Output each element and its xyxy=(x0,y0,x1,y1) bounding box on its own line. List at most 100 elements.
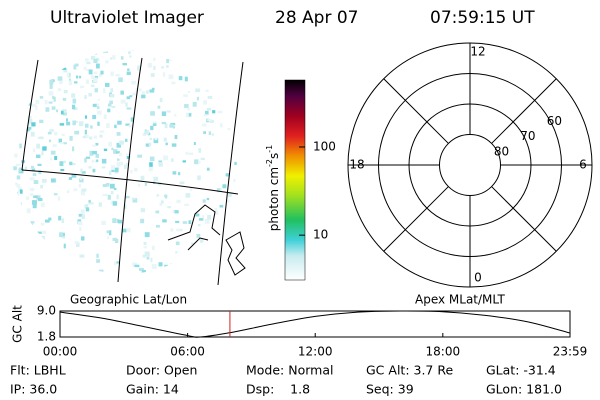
speckle xyxy=(174,210,179,214)
speckle xyxy=(60,168,65,172)
speckle xyxy=(188,272,192,274)
speckle xyxy=(234,161,237,165)
speckle xyxy=(51,106,56,110)
speckle xyxy=(65,118,69,122)
mlt-spoke xyxy=(491,78,557,144)
speckle xyxy=(61,133,65,136)
speckle xyxy=(101,220,106,226)
speckle xyxy=(126,153,131,158)
speckle xyxy=(203,114,208,117)
speckle xyxy=(126,156,130,159)
date: 28 Apr 07 xyxy=(275,8,358,28)
speckle xyxy=(29,193,34,197)
speckle xyxy=(151,264,157,269)
speckle xyxy=(162,219,167,223)
speckle xyxy=(143,246,147,249)
speckle xyxy=(107,236,110,239)
speckle xyxy=(146,256,150,260)
label-part: photon cm xyxy=(267,167,281,231)
speckle xyxy=(58,81,63,85)
speckle xyxy=(113,149,118,154)
speckle xyxy=(89,150,94,156)
speckle xyxy=(128,125,132,128)
speckle xyxy=(62,236,66,239)
speckle xyxy=(207,118,212,122)
speckle xyxy=(202,123,207,127)
speckle xyxy=(228,79,234,82)
speckle xyxy=(157,105,161,109)
speckle xyxy=(171,143,177,147)
speckle xyxy=(141,269,146,274)
speckle xyxy=(231,50,236,53)
speckle xyxy=(69,135,73,141)
speckle xyxy=(127,51,131,55)
speckle xyxy=(220,228,226,231)
speckle xyxy=(113,187,117,191)
speckle xyxy=(63,160,66,164)
speckle xyxy=(103,148,108,152)
colorbar-tick-label: 100 xyxy=(313,139,336,153)
speckle xyxy=(39,119,44,124)
speckle xyxy=(226,246,229,250)
speckle xyxy=(48,91,54,96)
speckle xyxy=(171,81,176,85)
speckle xyxy=(169,263,175,267)
speckle xyxy=(123,164,127,169)
speckle xyxy=(37,231,42,234)
speckle xyxy=(71,174,77,178)
speckle xyxy=(110,165,115,170)
speckle xyxy=(124,204,127,209)
speckle xyxy=(229,232,233,236)
speckle xyxy=(32,204,37,209)
speckle xyxy=(140,175,145,181)
speckle xyxy=(36,84,39,87)
speckle xyxy=(125,138,128,142)
speckle xyxy=(150,125,154,131)
speckle xyxy=(103,114,107,120)
speckle xyxy=(137,183,141,187)
x-tick-label: 23:59 xyxy=(553,345,588,359)
speckle xyxy=(100,70,104,75)
speckle xyxy=(93,71,98,74)
lat-label: 60 xyxy=(547,114,562,128)
speckle xyxy=(71,162,76,166)
speckle xyxy=(36,195,41,200)
mlt-label: 6 xyxy=(579,158,587,172)
speckle xyxy=(52,144,57,148)
label-part: s xyxy=(267,153,281,159)
speckle xyxy=(208,253,213,259)
speckle xyxy=(19,234,23,239)
speckle xyxy=(49,79,54,85)
speckle xyxy=(101,158,107,164)
speckle xyxy=(112,55,116,60)
speckle xyxy=(197,175,201,181)
speckle xyxy=(98,269,104,273)
speckle xyxy=(226,199,230,203)
speckle xyxy=(61,110,64,115)
speckle xyxy=(184,76,188,82)
speckle xyxy=(164,264,169,268)
status-field: GC Alt: 3.7 Re xyxy=(366,363,453,378)
speckle xyxy=(115,151,120,154)
speckle xyxy=(153,138,159,144)
speckle xyxy=(81,214,85,220)
speckle xyxy=(207,238,211,243)
speckle xyxy=(23,244,29,250)
speckle xyxy=(52,96,55,100)
speckle xyxy=(15,191,19,197)
speckle xyxy=(27,79,33,84)
speckle xyxy=(106,123,110,129)
speckle xyxy=(177,172,181,176)
speckle xyxy=(17,50,21,54)
speckle xyxy=(161,111,167,117)
speckle xyxy=(20,278,24,281)
status-field: GLon: 181.0 xyxy=(486,382,562,397)
speckle xyxy=(176,228,181,232)
x-tick-label: 12:00 xyxy=(298,345,333,359)
speckle xyxy=(166,58,170,64)
speckle xyxy=(98,274,102,277)
y-tick-label: 1.8 xyxy=(37,330,56,344)
speckle xyxy=(48,139,52,143)
speckle xyxy=(191,242,194,245)
speckle xyxy=(13,200,19,205)
